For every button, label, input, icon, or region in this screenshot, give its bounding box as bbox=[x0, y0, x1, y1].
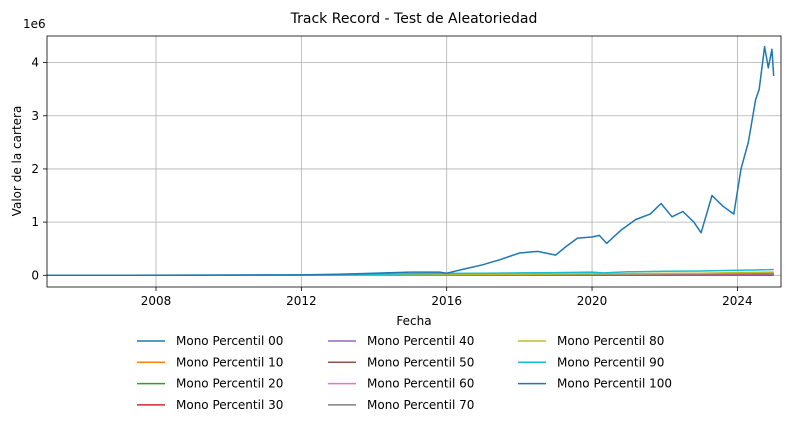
y-axis-label: Valor de la cartera bbox=[10, 106, 24, 217]
legend-entry: Mono Percentil 20 bbox=[176, 377, 283, 391]
x-tick-label: 2020 bbox=[577, 294, 608, 308]
y-tick-label: 1 bbox=[31, 215, 39, 229]
x-tick-label: 2008 bbox=[141, 294, 172, 308]
legend-entry: Mono Percentil 70 bbox=[367, 398, 474, 412]
legend-entry: Mono Percentil 10 bbox=[176, 355, 283, 369]
y-tick-label: 0 bbox=[31, 268, 39, 282]
legend-entry: Mono Percentil 40 bbox=[367, 334, 474, 348]
legend-entry: Mono Percentil 30 bbox=[176, 398, 283, 412]
legend: Mono Percentil 00 Mono Percentil 10 Mono P… bbox=[137, 334, 672, 412]
y-tick-label: 4 bbox=[31, 56, 39, 70]
plot-series bbox=[46, 45, 775, 277]
x-tick-label: 2012 bbox=[286, 294, 317, 308]
grid-lines bbox=[47, 36, 781, 287]
x-axis-label: Fecha bbox=[396, 314, 431, 328]
legend-entry: Mono Percentil 90 bbox=[557, 355, 664, 369]
y-offset-text: 1e6 bbox=[23, 17, 46, 31]
x-tick-label: 2024 bbox=[722, 294, 753, 308]
y-tick-label: 3 bbox=[31, 109, 39, 123]
y-axis: 0 1 2 3 4 bbox=[31, 56, 47, 282]
series-line-10 bbox=[46, 45, 775, 277]
legend-entry: Mono Percentil 80 bbox=[557, 334, 664, 348]
legend-entry: Mono Percentil 100 bbox=[557, 377, 672, 391]
x-tick-label: 2016 bbox=[431, 294, 462, 308]
legend-entry: Mono Percentil 50 bbox=[367, 355, 474, 369]
y-tick-label: 2 bbox=[31, 162, 39, 176]
legend-entry: Mono Percentil 60 bbox=[367, 377, 474, 391]
legend-entry: Mono Percentil 00 bbox=[176, 334, 283, 348]
x-axis: 2008 2012 2016 2020 2024 bbox=[141, 287, 753, 308]
chart-title: Track Record - Test de Aleatoriedad bbox=[290, 11, 538, 27]
plot-frame bbox=[46, 35, 782, 288]
